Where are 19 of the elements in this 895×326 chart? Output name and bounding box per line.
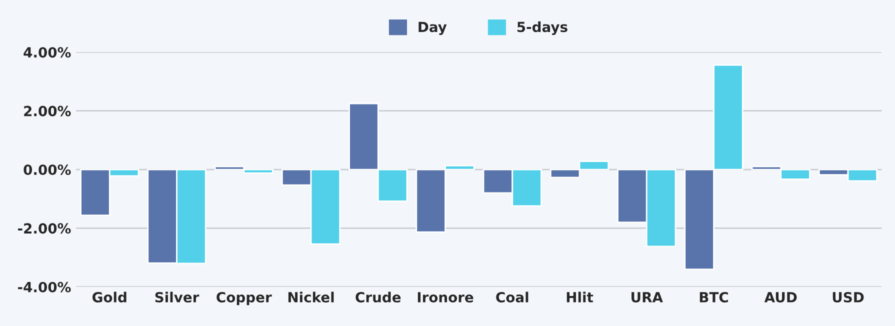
x-tick-label: Copper (216, 292, 272, 306)
y-tick-label: 2.00% (24, 106, 71, 116)
x-tick-label: BTC (700, 292, 728, 302)
y-tick-label: -2.00% (18, 223, 71, 234)
x-tick-label: Hlit (566, 292, 594, 302)
x-tick-label: Silver (155, 292, 200, 302)
y-tick-label: 0.00% (24, 164, 71, 175)
x-tick-label: Nickel (288, 292, 334, 302)
legend-label: Day (418, 22, 447, 35)
x-tick-label: Ironore (418, 292, 474, 302)
x-tick-label: URA (632, 292, 663, 302)
x-tick-label: Coal (496, 292, 528, 302)
x-tick-label: Crude (356, 292, 401, 302)
x-tick-label: Gold (92, 292, 126, 302)
x-tick-label: USD (832, 292, 864, 302)
y-tick-label: 4.00% (24, 47, 71, 58)
y-tick-label: -4.00% (18, 282, 71, 292)
legend-label: 5-days (517, 21, 568, 35)
x-tick-label: AUD (764, 292, 797, 302)
